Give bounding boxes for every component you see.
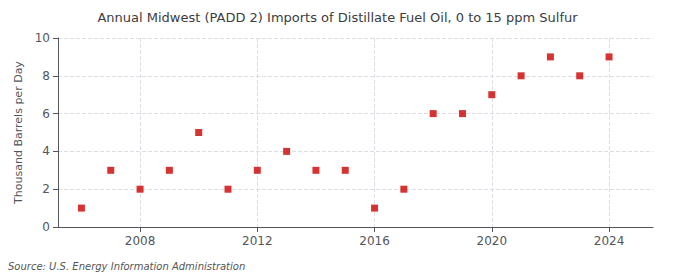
svg-text:Thousand Barrels per Day: Thousand Barrels per Day bbox=[12, 61, 25, 205]
svg-text:6: 6 bbox=[42, 107, 50, 121]
svg-text:2012: 2012 bbox=[242, 234, 273, 248]
svg-text:2008: 2008 bbox=[125, 234, 156, 248]
svg-text:Source: U.S. Energy Informatio: Source: U.S. Energy Information Administ… bbox=[8, 261, 245, 272]
svg-text:8: 8 bbox=[42, 69, 50, 83]
svg-text:2016: 2016 bbox=[359, 234, 390, 248]
svg-text:10: 10 bbox=[35, 31, 50, 45]
svg-text:2020: 2020 bbox=[477, 234, 508, 248]
svg-text:4: 4 bbox=[42, 144, 50, 158]
svg-text:Annual Midwest (PADD 2) Import: Annual Midwest (PADD 2) Imports of Disti… bbox=[97, 10, 578, 25]
svg-text:2024: 2024 bbox=[594, 234, 625, 248]
svg-text:0: 0 bbox=[42, 220, 50, 234]
svg-text:2: 2 bbox=[42, 182, 50, 196]
